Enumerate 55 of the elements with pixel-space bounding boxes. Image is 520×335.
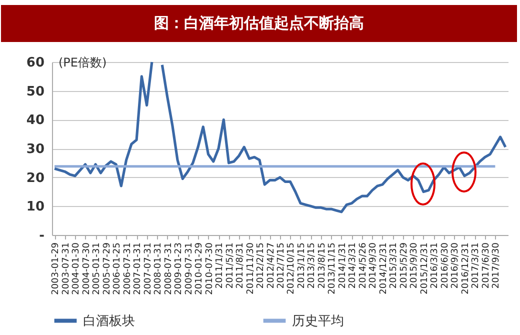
x-tick-label: 2015/5/29 [399, 242, 410, 289]
x-tick-label: 2010-07-30 [204, 242, 215, 295]
x-tick-label: 2017/6/30 [481, 242, 492, 289]
x-tick-label: 2007-07-31 [143, 242, 154, 295]
y-axis-title: (PE倍数) [58, 56, 107, 70]
x-tick-label: 2006-07-31 [122, 242, 133, 295]
x-tick-label: 2004-07-30 [82, 242, 92, 295]
y-tick-label: 10 [26, 200, 44, 215]
x-tick-label: 2009-07-31 [184, 242, 194, 295]
x-tick-label: 2015/12/31 [420, 242, 430, 294]
x-tick-label: 2014/9/30 [368, 242, 379, 289]
x-tick-label: 2008-07-31 [164, 242, 174, 295]
x-tick-label: 2013/8/15 [317, 242, 328, 289]
x-tick-label: 2011/1/31 [215, 242, 226, 289]
x-tick-label: 2014/1/31 [338, 242, 348, 289]
x-tick-label: 2006-01-25 [112, 242, 123, 295]
x-tick-label: 2012/10/15 [286, 242, 297, 294]
x-tick-label: 2017/9/30 [492, 242, 502, 289]
x-tick-label: 2003-01-29 [51, 242, 62, 295]
x-tick-label: 2009-01-23 [174, 242, 184, 295]
x-tick-label: 2015/9/30 [410, 242, 420, 289]
legend-label: 白酒板块 [83, 314, 135, 329]
y-tick-label: 30 [26, 142, 44, 157]
x-tick-label: 2011/11/30 [246, 242, 256, 294]
y-tick-label: 50 [26, 84, 44, 100]
x-tick-label: 2015/3/31 [389, 242, 400, 289]
x-tick-label: 2004-01-30 [72, 242, 82, 295]
x-tick-label: 2016/6/30 [440, 242, 450, 289]
x-tick-label: 2012/2/15 [256, 242, 266, 289]
y-tick-label: 60 [26, 56, 44, 70]
x-tick-label: 2012/4/27 [266, 242, 276, 289]
x-tick-label: 2008-01-31 [154, 242, 164, 295]
x-tick-label: 2016/12/31 [460, 242, 471, 294]
x-tick-label: 2017/3/31 [471, 242, 482, 289]
legend-label: 历史平均 [292, 314, 344, 329]
chart-title: 图：白酒年初估值起点不断抬高 [1, 5, 517, 42]
x-tick-label: 2013/3/15 [307, 242, 318, 289]
x-tick-label: 2016/9/30 [450, 242, 461, 289]
x-tick-label: 2013/1/15 [296, 242, 307, 289]
x-tick-label: 2005-01-31 [92, 242, 102, 295]
x-tick-label: 2007-01-31 [133, 242, 144, 295]
x-tick-label: 2003-07-31 [61, 242, 72, 295]
x-tick-label: 2010-01-29 [194, 242, 205, 295]
y-tick-label: - [39, 228, 44, 244]
y-tick-label: 40 [26, 113, 44, 128]
x-tick-label: 2013/11/15 [328, 242, 338, 294]
x-tick-label: 2012/7/15 [276, 242, 286, 289]
x-tick-label: 2011/5/31 [225, 242, 236, 289]
x-tick-label: 2011/8/31 [236, 242, 246, 289]
x-tick-label: 2014/12/31 [378, 242, 389, 294]
x-tick-label: 2005-07-29 [102, 242, 112, 295]
x-tick-label: 2016/3/31 [430, 242, 440, 289]
x-tick-label: 2014/5/26 [358, 242, 368, 289]
x-tick-label: 2014/3/31 [348, 242, 358, 289]
y-tick-label: 20 [26, 170, 44, 186]
